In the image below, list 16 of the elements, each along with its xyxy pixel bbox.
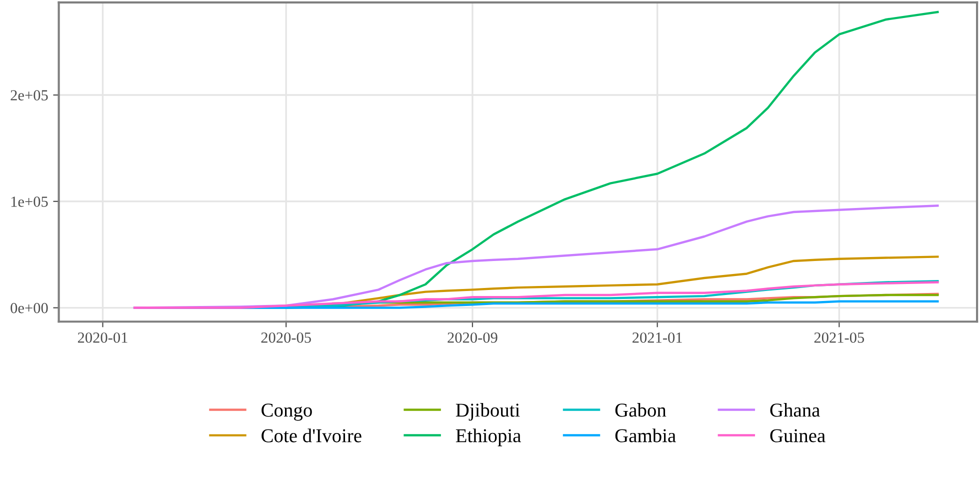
x-tick-label: 2021-01	[632, 332, 682, 343]
legend-label: Guinea	[770, 429, 826, 442]
legend-label: Ethiopia	[456, 428, 521, 446]
y-tick-label: 0e+00	[10, 302, 48, 314]
legend-label: Djibouti	[456, 403, 520, 421]
x-tick-label: 2020-05	[261, 332, 311, 343]
legend-label: Ghana	[770, 403, 820, 417]
legend-label: Gambia	[615, 428, 676, 442]
legend-label: Cote d'Ivoire	[262, 428, 362, 442]
legend-label: Gabon	[615, 403, 666, 417]
legend-label: Congo	[262, 404, 312, 421]
y-tick-label: 1e+05	[11, 196, 48, 207]
x-tick-label: 2020-09	[448, 332, 498, 343]
y-tick-label: 2e+05	[10, 90, 48, 100]
x-tick-label: 2020-01	[78, 332, 128, 343]
x-tick-label: 2021-05	[814, 332, 864, 343]
